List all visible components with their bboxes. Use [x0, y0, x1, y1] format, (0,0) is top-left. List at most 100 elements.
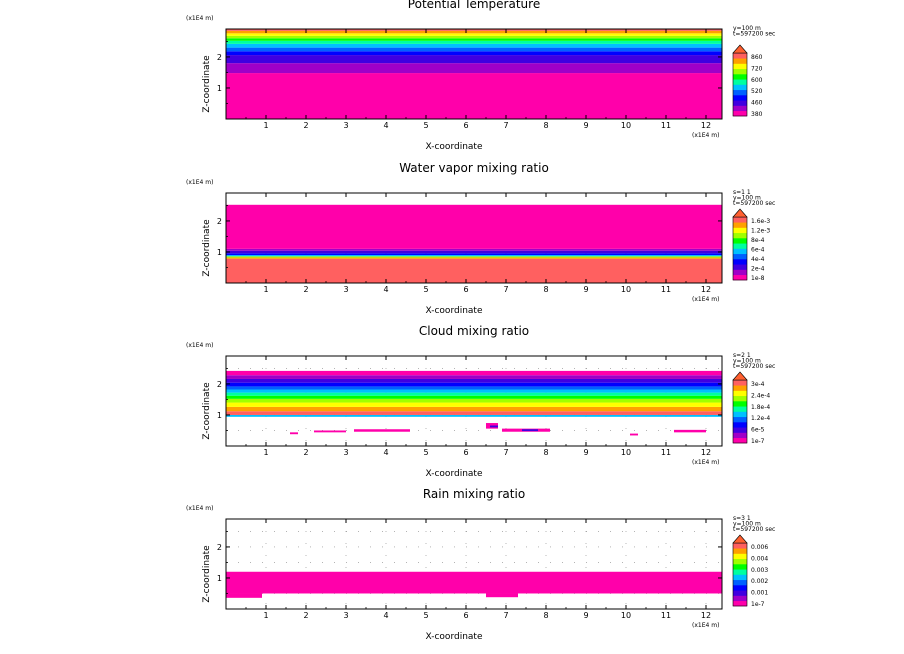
x-tick-label: 2: [303, 285, 308, 294]
contour-band: [226, 73, 722, 119]
colorbar-segment: [733, 569, 747, 575]
panel-3: Cloud mixing ratio(x1E4 m)1 2 3 4 5 6 7 8 9 10 11 1…: [186, 324, 775, 479]
contour-band: [226, 250, 722, 254]
contour-band: [226, 375, 722, 379]
z-tick-label: 2: [217, 217, 222, 226]
contour-band: [226, 204, 722, 249]
contour-patch: [522, 429, 538, 432]
panel-title: Water vapor mixing ratio: [399, 161, 549, 175]
x-tick-label: 1: [263, 611, 268, 620]
contour-band: [226, 33, 722, 36]
x-tick-label: 1: [263, 285, 268, 294]
colorbar-segment: [733, 222, 747, 228]
colorbar-label: 0.003: [751, 567, 768, 574]
colorbar-segment: [733, 380, 747, 386]
x-tick-label: 12: [701, 448, 711, 457]
contour-band: [226, 382, 722, 387]
z-tick-label: 2: [217, 543, 222, 552]
z-unit-label: (x1E4 m): [186, 342, 213, 349]
z-unit-label: (x1E4 m): [186, 15, 213, 22]
panel-4: Rain mixing ratio(x1E4 m)1 2 3 4 5 6 7 8 9 10 11 12…: [186, 487, 775, 642]
colorbar-segment: [733, 432, 747, 439]
x-tick-label: 2: [303, 448, 308, 457]
contour-band: [226, 255, 722, 257]
colorbar-label: 4e-4: [751, 256, 765, 263]
contour-band: [226, 378, 722, 383]
info-line: t=597200 sec: [733, 200, 775, 207]
contour-band: [226, 398, 722, 403]
x-tick-label: 3: [343, 611, 348, 620]
info-line: y=100 m: [733, 25, 761, 32]
x-tick-label: 9: [583, 611, 588, 620]
x-tick-label: 1: [263, 448, 268, 457]
x-tick-label: 8: [543, 611, 548, 620]
contour-band: [226, 43, 722, 48]
colorbar-segment: [733, 217, 747, 223]
x-tick-label: 9: [583, 285, 588, 294]
colorbar-label: 460: [751, 100, 763, 107]
colorbar-segment: [733, 100, 747, 106]
plot-frame: [225, 518, 723, 610]
x-tick-label: 4: [383, 611, 388, 620]
x-tick-label: 3: [343, 285, 348, 294]
z-axis-label: Z-coordinate: [202, 55, 212, 113]
colorbar-segment: [733, 548, 747, 554]
x-axis-label: X-coordinate: [426, 632, 483, 642]
colorbar-label: 380: [751, 111, 763, 118]
colorbar-segment: [733, 553, 747, 560]
x-unit-label: (x1E4 m): [692, 296, 719, 303]
x-tick-label: 6: [463, 121, 468, 130]
x-tick-label: 3: [343, 448, 348, 457]
x-tick-label: 2: [303, 121, 308, 130]
z-tick-label: 2: [217, 380, 222, 389]
colorbar-segment: [733, 63, 747, 70]
colorbar-segment: [733, 110, 747, 117]
contour-patch: [314, 430, 346, 433]
colorbar-segment: [733, 274, 747, 281]
x-tick-label: 8: [543, 448, 548, 457]
z-axis-label: Z-coordinate: [202, 219, 212, 277]
colorbar-segment: [733, 590, 747, 596]
colorbar-label: 2.4e-4: [751, 392, 770, 399]
x-unit-label: (x1E4 m): [692, 622, 719, 629]
contour-band: [226, 571, 722, 594]
colorbar-cap: [732, 371, 748, 381]
contour-patch: [674, 429, 706, 433]
x-tick-label: 5: [423, 121, 428, 130]
contour-band: [226, 392, 722, 396]
x-tick-label: 1: [263, 121, 268, 130]
colorbar-segment: [733, 390, 747, 397]
x-tick-label: 9: [583, 121, 588, 130]
colorbar-segment: [733, 385, 747, 391]
x-tick-label: 10: [621, 448, 631, 457]
z-axis-label: Z-coordinate: [202, 545, 212, 603]
colorbar-segment: [733, 422, 747, 428]
x-tick-label: 6: [463, 285, 468, 294]
panel-1: Potential Temperature(x1E4 m)1 2 3 4 5 6 7 8 9 10…: [186, 0, 775, 152]
colorbar-label: 2e-4: [751, 266, 765, 273]
contour-patch: [630, 433, 638, 436]
colorbar-segment: [733, 243, 747, 249]
contour-patch: [486, 593, 518, 598]
colorbar-segment: [733, 269, 747, 276]
colorbar-segment: [733, 401, 747, 407]
contour-band: [226, 414, 722, 417]
colorbar-segment: [733, 543, 747, 549]
colorbar-label: 1.2e-3: [751, 228, 770, 235]
colorbar-segment: [733, 53, 747, 59]
z-tick-label: 1: [217, 411, 222, 420]
x-unit-label: (x1E4 m): [692, 459, 719, 466]
contour-band: [226, 386, 722, 390]
colorbar-segment: [733, 79, 747, 85]
contour-band: [226, 38, 722, 41]
colorbar-segment: [733, 558, 747, 565]
x-tick-label: 7: [503, 121, 508, 130]
x-tick-label: 11: [661, 611, 671, 620]
x-tick-label: 10: [621, 611, 631, 620]
colorbar-segment: [733, 232, 747, 239]
colorbar-segment: [733, 74, 747, 80]
info-line: s=3 1: [733, 515, 751, 522]
colorbar-label: 6e-5: [751, 427, 765, 434]
info-line: s=1 1: [733, 189, 751, 196]
